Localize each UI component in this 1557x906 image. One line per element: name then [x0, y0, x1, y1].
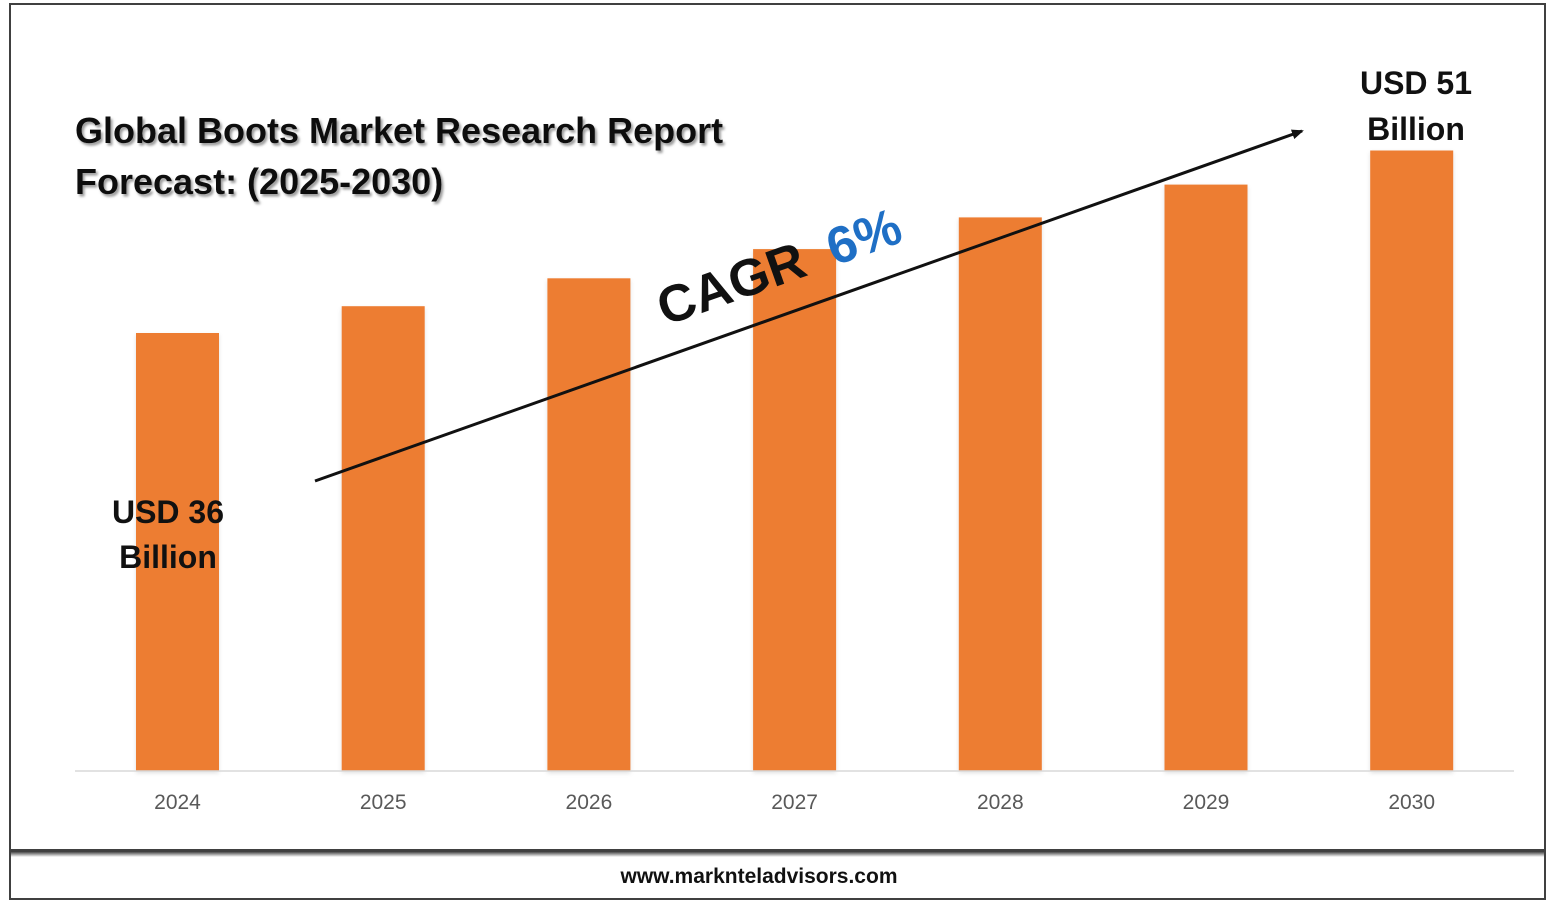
x-tick-2030: 2030 — [1388, 791, 1435, 814]
bar-2030 — [1370, 150, 1454, 771]
end-value-callout: USD 51 Billion — [1360, 65, 1472, 147]
chart-title-line-1: Global Boots Market Research Report — [75, 110, 723, 151]
start-value-line-1: USD 36 — [112, 494, 224, 530]
bar-2029 — [1164, 184, 1248, 772]
x-tick-2028: 2028 — [977, 791, 1024, 814]
bar-2028 — [958, 217, 1042, 771]
x-tick-2027: 2027 — [771, 791, 818, 814]
x-tick-2024: 2024 — [154, 791, 201, 814]
start-value-line-2: Billion — [119, 539, 217, 575]
x-tick-2029: 2029 — [1183, 791, 1230, 814]
chart-title: Global Boots Market Research Report Fore… — [75, 110, 723, 202]
footer-divider — [11, 849, 1544, 852]
bar-2025 — [341, 306, 425, 771]
end-value-line-1: USD 51 — [1360, 65, 1472, 101]
growth-arrow — [314, 129, 1304, 483]
bar-2027 — [753, 249, 837, 772]
bar-2024 — [136, 333, 219, 771]
start-value-callout: USD 36 Billion — [112, 494, 224, 575]
bar-2026 — [547, 278, 631, 772]
x-tick-2025: 2025 — [360, 791, 407, 814]
chart-title-line-2: Forecast: (2025-2030) — [75, 161, 443, 202]
footer-url: www.marknteladvisors.com — [620, 865, 898, 888]
x-tick-2026: 2026 — [566, 791, 613, 814]
bars-group — [136, 150, 1454, 772]
footer-divider-shadow — [11, 852, 1544, 857]
end-value-line-2: Billion — [1367, 111, 1465, 147]
x-tick-labels: 2024 2025 2026 2027 2028 2029 2030 — [154, 791, 1435, 814]
